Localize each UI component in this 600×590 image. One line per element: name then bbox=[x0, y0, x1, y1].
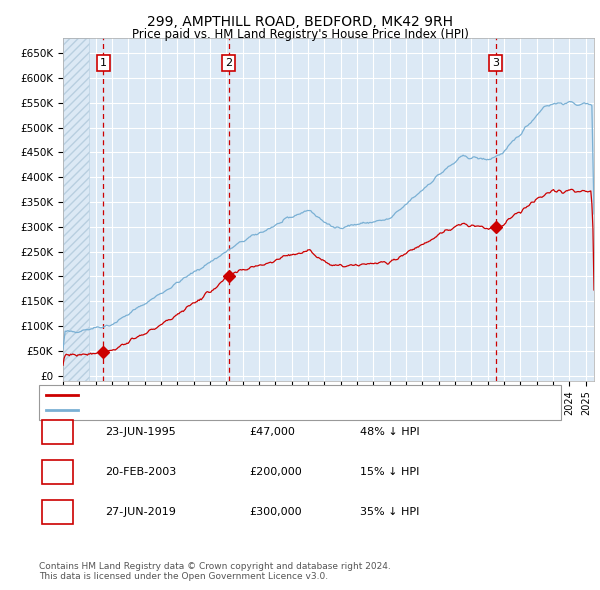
Text: 2: 2 bbox=[225, 58, 232, 68]
Text: £200,000: £200,000 bbox=[249, 467, 302, 477]
Text: 27-JUN-2019: 27-JUN-2019 bbox=[105, 507, 176, 517]
Text: 299, AMPTHILL ROAD, BEDFORD, MK42 9RH (detached house): 299, AMPTHILL ROAD, BEDFORD, MK42 9RH (d… bbox=[84, 389, 407, 399]
Text: 3: 3 bbox=[54, 507, 61, 517]
Text: 299, AMPTHILL ROAD, BEDFORD, MK42 9RH: 299, AMPTHILL ROAD, BEDFORD, MK42 9RH bbox=[147, 15, 453, 30]
Text: HPI: Average price, detached house, Bedford: HPI: Average price, detached house, Bedf… bbox=[84, 405, 318, 415]
Text: 48% ↓ HPI: 48% ↓ HPI bbox=[360, 427, 419, 437]
Text: Contains HM Land Registry data © Crown copyright and database right 2024.
This d: Contains HM Land Registry data © Crown c… bbox=[39, 562, 391, 581]
Text: 20-FEB-2003: 20-FEB-2003 bbox=[105, 467, 176, 477]
Text: £47,000: £47,000 bbox=[249, 427, 295, 437]
Text: 35% ↓ HPI: 35% ↓ HPI bbox=[360, 507, 419, 517]
Text: 3: 3 bbox=[492, 58, 499, 68]
Text: £300,000: £300,000 bbox=[249, 507, 302, 517]
Text: 15% ↓ HPI: 15% ↓ HPI bbox=[360, 467, 419, 477]
Text: 2: 2 bbox=[54, 467, 61, 477]
Text: Price paid vs. HM Land Registry's House Price Index (HPI): Price paid vs. HM Land Registry's House … bbox=[131, 28, 469, 41]
Text: 23-JUN-1995: 23-JUN-1995 bbox=[105, 427, 176, 437]
Text: 1: 1 bbox=[100, 58, 107, 68]
Text: 1: 1 bbox=[54, 427, 61, 437]
